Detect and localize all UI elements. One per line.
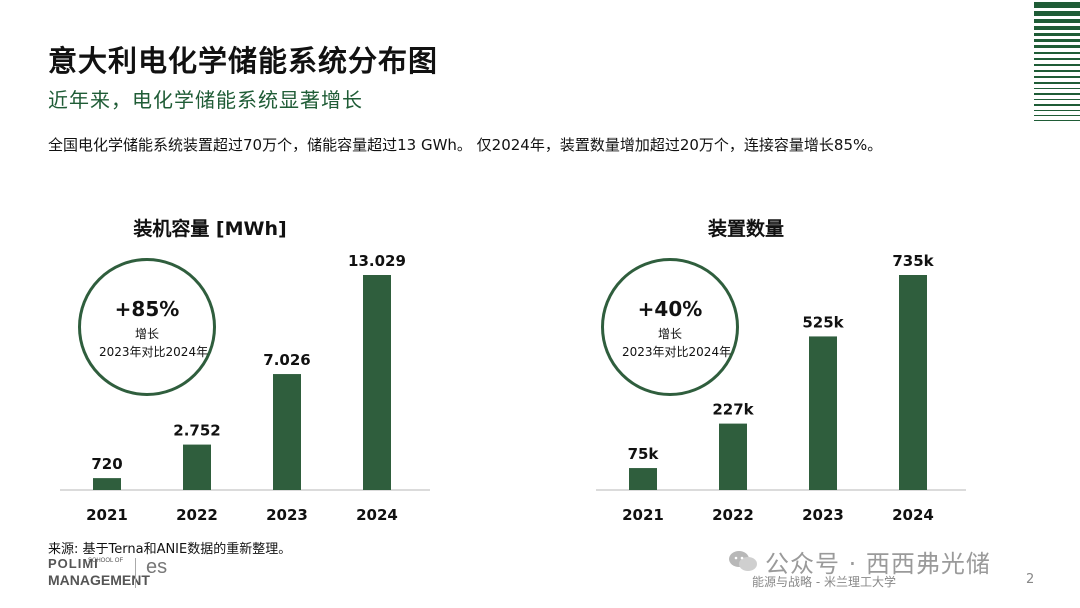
bar-2021 [629,468,657,490]
page-title: 意大利电化学储能系统分布图 [48,44,439,78]
category-label-2023: 2023 [266,506,308,524]
source-note: 来源: 基于Terna和ANIE数据的重新整理。 [48,542,292,557]
capacity-growth-value: +85% [114,297,180,321]
stripe [1034,19,1080,23]
category-label-2021: 2021 [622,506,664,524]
stripe [1034,104,1080,106]
capacity-bar-chart: 720 2021 2.752 2022 7.026 2023 13.029 2024 [60,252,430,524]
capacity-chart-title: 装机容量 [MWh] [133,218,287,240]
bar-2023 [809,336,837,490]
stripe [1034,93,1080,95]
stripe [1034,26,1080,30]
count-growth-comparison: 2023年对比2024年 [622,345,732,359]
count-growth-callout: +40% 增长 2023年对比2024年 [601,258,739,396]
stripe [1034,119,1080,121]
wechat-icon [729,551,757,571]
decorative-stripes [1034,0,1080,130]
count-chart-title: 装置数量 [707,218,784,240]
category-label-2023: 2023 [802,506,844,524]
stripe [1034,70,1080,72]
capacity-growth-comparison: 2023年对比2024年 [99,345,209,359]
bar-2021 [93,478,121,490]
stripe [1034,82,1080,84]
bar-2024 [899,275,927,490]
category-label-2021: 2021 [86,506,128,524]
category-label-2022: 2022 [712,506,754,524]
stripe [1034,114,1080,116]
value-label-2023: 7.026 [263,351,310,369]
value-label-2021: 75k [628,445,660,463]
bar-2022 [719,423,747,490]
value-label-2024: 735k [892,252,934,270]
bar-2022 [183,444,211,490]
footer-text: 能源与战略 - 米兰理工大学 [752,575,896,589]
stripe [1034,33,1080,36]
value-label-2022: 2.752 [173,422,220,440]
category-label-2024: 2024 [356,506,398,524]
bar-2024 [363,275,391,490]
polimi-logo-line1: POLIMI [48,556,99,571]
count-growth-value: +40% [637,297,703,321]
stripe [1034,45,1080,48]
stripe [1034,64,1080,66]
page-subtitle: 近年来，电化学储能系统显著增长 [48,88,363,112]
value-label-2021: 720 [91,455,122,473]
stripe [1034,98,1080,100]
stripe [1034,2,1080,8]
stripe [1034,58,1080,60]
capacity-growth-callout: +85% 增长 2023年对比2024年 [78,258,216,396]
stripe [1034,109,1080,111]
logo-divider [135,558,136,588]
bar-2023 [273,374,301,490]
category-label-2024: 2024 [892,506,934,524]
count-bar-chart: 75k 2021 227k 2022 525k 2023 735k 2024 [596,252,966,524]
es-logo: es [146,556,168,578]
stripe [1034,87,1080,89]
count-growth-label: 增长 [657,327,682,341]
watermark-text: 公众号 · 西西弗光储 [765,550,991,578]
value-label-2022: 227k [712,401,754,419]
stripe [1034,76,1080,78]
value-label-2023: 525k [802,313,844,331]
stripe [1034,39,1080,42]
polimi-logo-line2: MANAGEMENT [48,572,150,588]
summary-text: 全国电化学储能系统装置超过70万个，储能容量超过13 GWh。 仅2024年，装… [48,136,883,154]
stripe [1034,11,1080,16]
capacity-growth-label: 增长 [134,327,159,341]
value-label-2024: 13.029 [348,252,406,270]
polimi-logo-small: SCHOOL OF [88,558,124,564]
category-label-2022: 2022 [176,506,218,524]
polimi-logo: POLIMI SCHOOL OF MANAGEMENT [48,556,150,590]
page-number: 2 [1026,572,1035,587]
stripe [1034,52,1080,54]
